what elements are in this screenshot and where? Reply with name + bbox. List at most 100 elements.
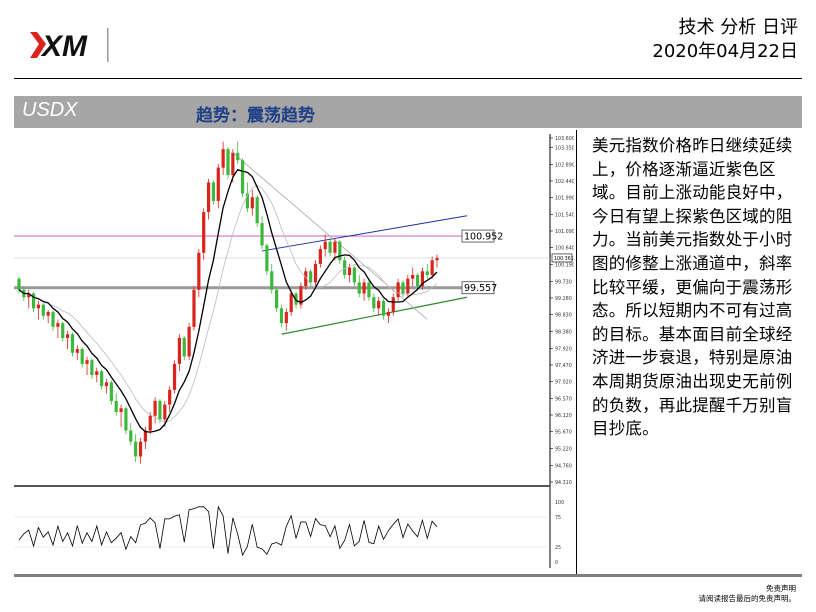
candle-body	[372, 297, 376, 309]
candle-body	[313, 263, 318, 283]
candle-body	[104, 382, 109, 387]
candle-body	[415, 275, 420, 287]
candle-body	[362, 282, 366, 294]
candle-body	[328, 241, 332, 253]
y-tick-label: 97.920	[555, 346, 572, 352]
candle-body	[187, 326, 191, 357]
y-tick-label: 100.640	[555, 246, 574, 252]
level-label-box	[461, 281, 495, 295]
candle-body	[367, 282, 371, 298]
candle-body	[420, 271, 425, 287]
candle-body	[318, 249, 322, 264]
price-chart: 103.600 103.350 102.890 102.440 101.990 101.5…	[14, 130, 574, 574]
candle-body	[134, 441, 138, 457]
candle-body	[245, 193, 250, 209]
candle-body	[109, 382, 113, 401]
candle-body	[231, 152, 235, 176]
candle-body	[377, 300, 381, 309]
candle-body	[66, 334, 70, 338]
candle-body	[279, 308, 284, 324]
candle-body	[343, 260, 347, 276]
ma-fast-line	[18, 184, 438, 423]
symbol-label: USDX	[22, 99, 78, 121]
disclaimer-note: 请阅读报告最后的免责声明。	[698, 594, 797, 603]
rsi-line	[18, 505, 438, 557]
candle-body	[168, 389, 172, 405]
vertical-divider	[576, 130, 577, 574]
report-date: 2020年04月22日	[652, 41, 798, 62]
xm-logo: XM	[30, 28, 109, 63]
y-tick-label: 95.220	[555, 446, 572, 452]
rsi-tick-label: 25	[555, 545, 561, 551]
candle-body	[95, 371, 99, 375]
candle-body	[177, 337, 181, 364]
channel-upper-line	[261, 215, 468, 252]
candle-body	[124, 408, 128, 431]
report-type: 技术 分析 日评	[678, 17, 798, 38]
candle-body	[275, 289, 279, 309]
current-price-label: 100.361	[554, 256, 574, 262]
candle-body	[182, 337, 186, 357]
y-tick-label: 99.730	[555, 279, 572, 285]
candle-body	[255, 197, 259, 224]
candle-body	[143, 430, 147, 442]
candle-body	[41, 304, 45, 316]
disclaimer: 免责声明 请阅读报告最后的免责声明。	[699, 584, 797, 604]
candle-body	[406, 278, 410, 294]
candle-body	[192, 289, 196, 327]
y-tick-label: 102.890	[555, 162, 574, 168]
candle-body	[265, 245, 269, 272]
candle-body	[284, 312, 288, 324]
y-tick-label: 97.020	[555, 380, 572, 386]
candle-body	[299, 286, 303, 305]
candle-body	[61, 323, 65, 338]
candle-body	[202, 212, 206, 253]
chart-svg: 103.600 103.350 102.890 102.440 101.990 101.5…	[14, 134, 574, 568]
current-price-tag	[551, 253, 573, 263]
candle-body	[357, 282, 361, 294]
y-tick-label: 94.760	[555, 463, 572, 469]
candle-body	[197, 252, 201, 290]
level-label: 100.952	[464, 232, 503, 243]
y-tick-label: 99.280	[555, 296, 572, 302]
candle-body	[206, 182, 211, 213]
candle-body	[158, 400, 162, 420]
candle-body	[333, 241, 337, 253]
candle-body	[221, 149, 225, 168]
candle-body	[236, 152, 240, 161]
candle-body	[216, 167, 220, 201]
candle-body	[240, 160, 245, 194]
y-tick-label: 101.090	[555, 229, 574, 235]
ma-slow-line	[18, 168, 438, 433]
y-tick-label: 95.670	[555, 430, 572, 436]
y-tick-label: 101.540	[555, 212, 574, 218]
candle-body	[75, 349, 79, 353]
candle-body	[347, 267, 352, 276]
rsi-tick-label: 75	[555, 515, 561, 521]
candle-body	[211, 182, 216, 201]
y-tick-label: 101.990	[555, 196, 574, 202]
candle-body	[138, 441, 143, 457]
candle-body	[425, 271, 429, 276]
candle-body	[56, 323, 60, 327]
candle-body	[289, 293, 293, 313]
candle-body	[114, 400, 118, 413]
candle-body	[31, 293, 36, 309]
footer-divider	[14, 574, 802, 577]
candle-body	[250, 197, 254, 209]
candle-body	[381, 300, 386, 316]
candle-body	[323, 241, 327, 250]
candle-body	[148, 415, 152, 431]
candle-body	[401, 282, 405, 294]
disclaimer-title: 免责声明	[766, 584, 796, 593]
y-tick-label: 102.440	[555, 179, 574, 185]
trend-label: 趋势：震荡趋势	[196, 106, 315, 126]
commentary-text: 美元指数价格昨日继续延续上，价格逐渐逼近紫色区域。目前上涨动能良好中，今日有望上…	[592, 136, 793, 439]
candle-body	[172, 363, 177, 390]
candle-body	[119, 408, 123, 413]
candle-body	[153, 400, 157, 416]
candle-body	[100, 371, 104, 387]
candle-body	[51, 312, 55, 327]
candle-body	[260, 223, 264, 246]
y-tick-label: 98.380	[555, 329, 572, 335]
